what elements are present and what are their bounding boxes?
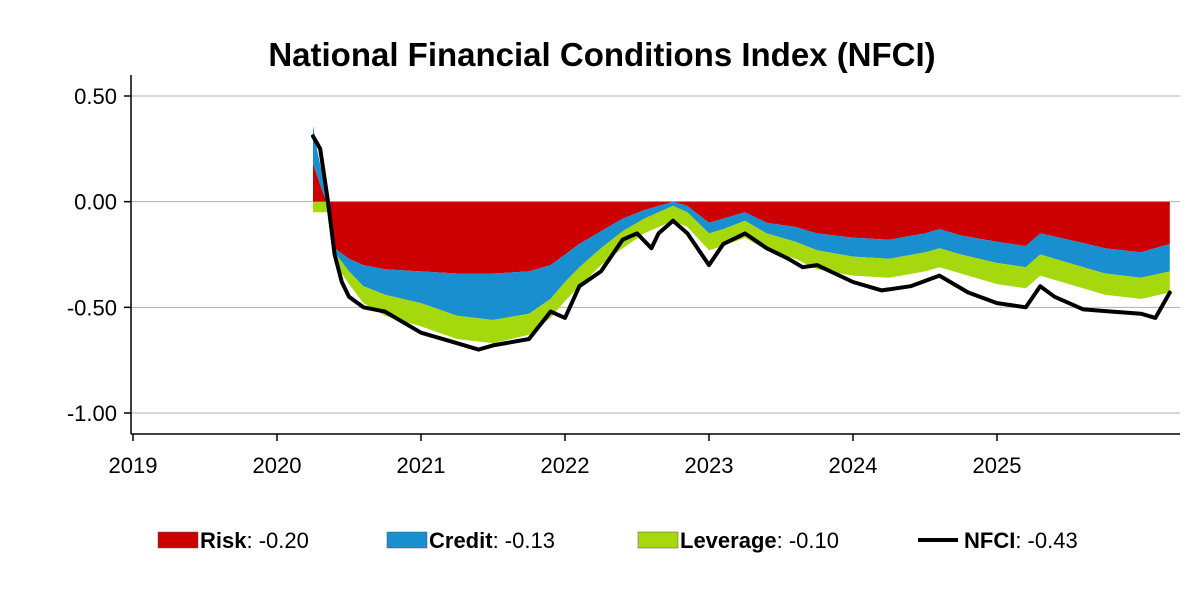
y-tick-label: 0.50 [74,84,117,109]
x-tick-label: 2024 [829,453,878,478]
gridlines [131,95,1180,414]
axes: 0.50 0.00 -0.50 -1.00 2019 2020 2021 2022 2023 20… [67,75,1180,478]
nfci-line [311,134,1172,352]
legend: Risk: -0.20 Credit: -0.13 Leverage: -0.10 N… [157,528,1078,553]
legend-swatch [157,531,199,549]
legend-label: NFCI: -0.43 [964,528,1078,553]
legend-label: Credit: -0.13 [429,528,555,553]
x-tick-label: 2025 [973,453,1022,478]
legend-swatch [637,531,679,549]
legend-swatch [386,531,428,549]
legend-item-risk: Risk: -0.20 [157,528,309,553]
stacked-areas [313,125,1170,344]
area-risk [313,163,1170,274]
legend-item-credit: Credit: -0.13 [386,528,555,553]
legend-item-nfci: NFCI: -0.43 [918,528,1078,553]
y-tick-label: -1.00 [67,401,117,426]
legend-item-leverage: Leverage: -0.10 [637,528,839,553]
x-tick-label: 2020 [253,453,302,478]
legend-label: Risk: -0.20 [200,528,309,553]
x-tick-label: 2022 [541,453,590,478]
y-tick-label: 0.00 [74,190,117,215]
x-tick-label: 2019 [109,453,158,478]
x-tick-label: 2023 [685,453,734,478]
area-leverage [313,201,1170,344]
legend-label: Leverage: -0.10 [680,528,839,553]
x-tick-label: 2021 [397,453,446,478]
chart-title: National Financial Conditions Index (NFC… [268,36,935,73]
nfci-line-layer [311,134,1172,352]
y-tick-label: -0.50 [67,295,117,320]
